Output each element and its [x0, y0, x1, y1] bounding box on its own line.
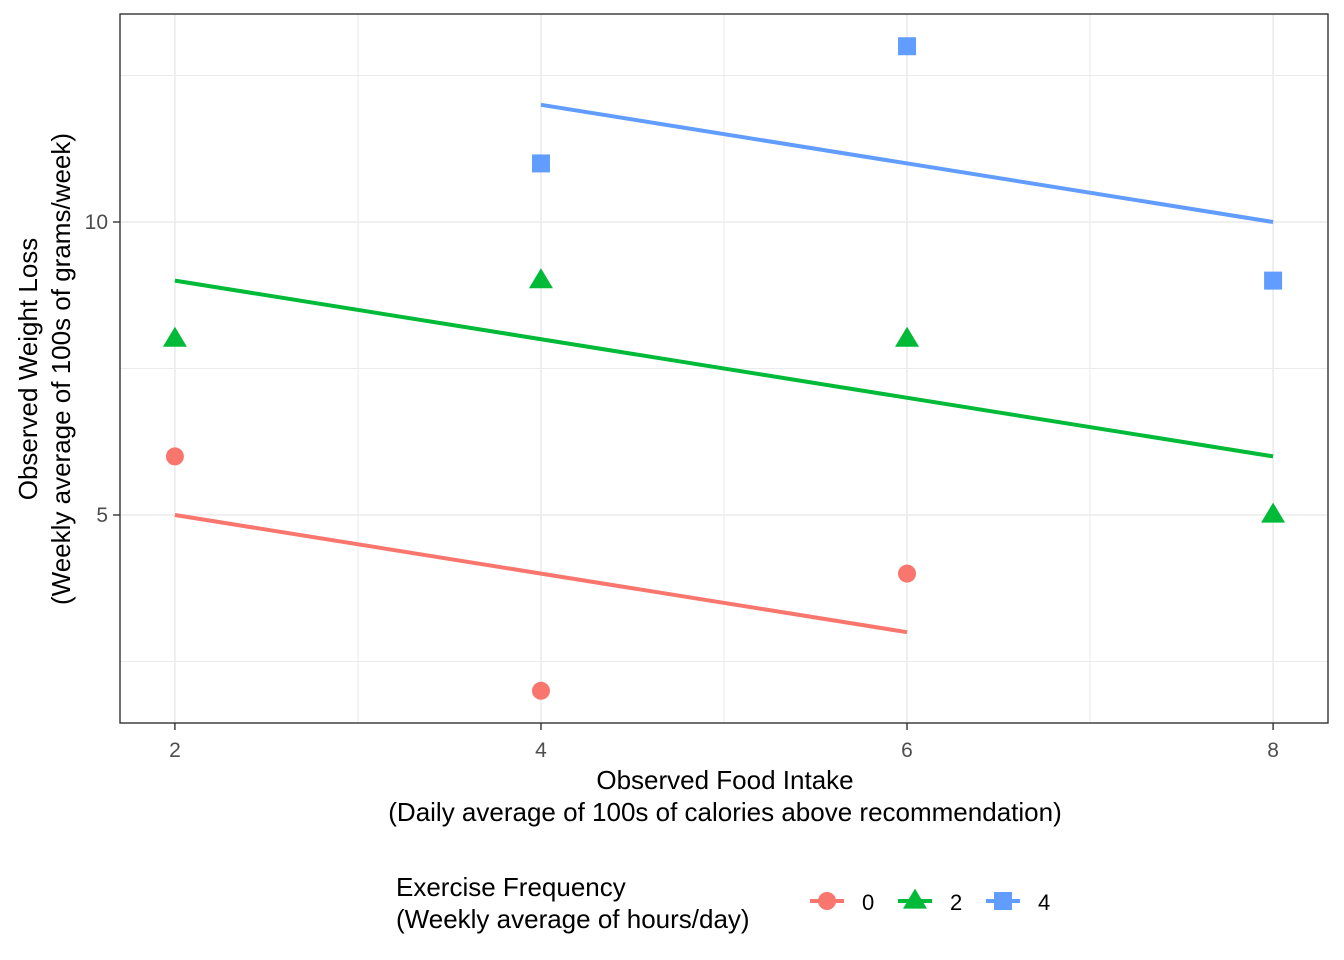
legend-label-4: 4 — [1038, 890, 1050, 915]
legend: Exercise Frequency (Weekly average of ho… — [396, 872, 1050, 934]
x-tick-label: 6 — [901, 739, 913, 762]
y-axis-title-line2: (Weekly average of 100s of grams/week) — [46, 133, 76, 605]
legend-key-marker-4 — [994, 892, 1012, 910]
data-point-series-0 — [531, 681, 550, 700]
legend-key-marker-2 — [903, 888, 927, 909]
fit-lines — [174, 102, 1274, 635]
data-points — [162, 37, 1286, 700]
fit-line-series-2 — [174, 278, 1274, 459]
data-point-series-2 — [1261, 502, 1286, 523]
x-tick-label: 2 — [169, 739, 181, 762]
data-point-series-4 — [531, 154, 550, 173]
legend-label-2: 2 — [950, 890, 962, 915]
x-axis-title-line1: Observed Food Intake — [596, 765, 853, 795]
data-point-series-2 — [528, 268, 553, 289]
fit-line-series-0 — [174, 513, 908, 635]
data-point-series-2 — [895, 326, 920, 347]
y-tick-label: 10 — [85, 211, 108, 234]
legend-label-0: 0 — [862, 890, 874, 915]
data-point-series-0 — [165, 447, 184, 466]
data-point-series-4 — [1264, 271, 1283, 290]
x-tick-label: 4 — [535, 739, 547, 762]
plot-panel-border — [119, 13, 1329, 724]
x-tick-label: 8 — [1267, 739, 1279, 762]
data-point-series-0 — [898, 564, 917, 583]
legend-key-marker-0 — [818, 892, 836, 910]
y-tick-label: 5 — [96, 504, 108, 527]
data-point-series-2 — [162, 326, 187, 347]
legend-keys: 0 2 4 — [810, 888, 1050, 915]
legend-title-line1: Exercise Frequency — [396, 872, 626, 902]
legend-title-line2: (Weekly average of hours/day) — [396, 904, 750, 934]
fit-line-series-4 — [540, 102, 1274, 224]
y-axis-title-line1: Observed Weight Loss — [13, 238, 43, 501]
axes: 2 4 6 8 5 10 — [85, 211, 1279, 762]
x-axis-title-line2: (Daily average of 100s of calories above… — [388, 797, 1061, 827]
data-point-series-4 — [898, 37, 917, 56]
